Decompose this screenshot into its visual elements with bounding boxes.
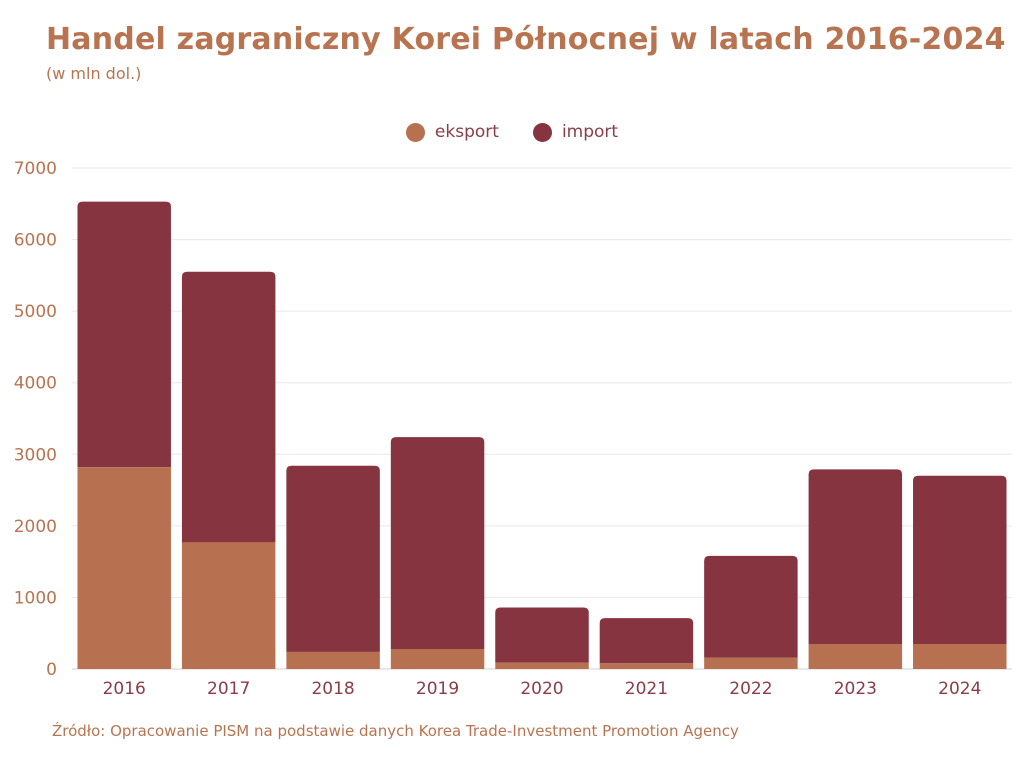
x-tick-label: 2019 bbox=[416, 679, 459, 699]
bar-segment-eksport bbox=[599, 663, 694, 669]
chart-subtitle: (w mln dol.) bbox=[46, 64, 142, 83]
bar-segment-eksport bbox=[495, 662, 589, 669]
x-tick-label: 2023 bbox=[834, 679, 877, 699]
bar-segment-import bbox=[286, 465, 380, 652]
y-tick-label: 3000 bbox=[14, 445, 57, 465]
x-tick-label: 2016 bbox=[103, 679, 146, 699]
legend-label-eksport: eksport bbox=[434, 122, 499, 142]
x-tick-label: 2020 bbox=[520, 679, 563, 699]
y-tick-label: 6000 bbox=[14, 231, 57, 251]
y-tick-label: 1000 bbox=[14, 588, 57, 608]
bar-segment-import bbox=[77, 201, 171, 468]
chart-title: Handel zagraniczny Korei Północnej w lat… bbox=[46, 22, 1006, 57]
y-tick-label: 2000 bbox=[14, 517, 57, 537]
legend-dot-icon bbox=[405, 122, 425, 142]
y-tick-label: 4000 bbox=[14, 374, 57, 394]
bar-segment-import bbox=[808, 469, 903, 644]
x-tick-label: 2021 bbox=[625, 679, 668, 699]
bar-segment-eksport bbox=[390, 648, 485, 669]
x-tick-label: 2018 bbox=[311, 679, 354, 699]
bar-segment-eksport bbox=[913, 643, 1007, 669]
legend-item-import[interactable]: import bbox=[532, 122, 619, 142]
legend-item-eksport[interactable]: eksport bbox=[405, 122, 499, 142]
bar-segment-eksport bbox=[808, 643, 903, 669]
bar-segment-import bbox=[390, 437, 485, 649]
bar-segment-import bbox=[913, 475, 1007, 644]
x-tick-label: 2017 bbox=[207, 679, 250, 699]
bar-segment-eksport bbox=[181, 542, 276, 669]
bar-segment-import bbox=[704, 555, 798, 658]
chart-legend: eksport import bbox=[0, 122, 1024, 142]
bar-segment-import bbox=[181, 271, 276, 543]
y-tick-label: 5000 bbox=[14, 302, 57, 322]
legend-dot-icon bbox=[532, 122, 552, 142]
source-note: Źródło: Opracowanie PISM na podstawie da… bbox=[52, 722, 739, 740]
bar-segment-import bbox=[495, 607, 589, 663]
bar-segment-eksport bbox=[286, 651, 380, 669]
bar-segment-eksport bbox=[77, 467, 171, 669]
y-tick-label: 7000 bbox=[14, 159, 57, 179]
bar-segment-import bbox=[599, 618, 694, 664]
x-tick-label: 2022 bbox=[729, 679, 772, 699]
legend-label-import: import bbox=[561, 122, 619, 142]
bar-segment-eksport bbox=[704, 657, 798, 669]
x-tick-label: 2024 bbox=[938, 679, 981, 699]
y-tick-label: 0 bbox=[46, 660, 57, 680]
